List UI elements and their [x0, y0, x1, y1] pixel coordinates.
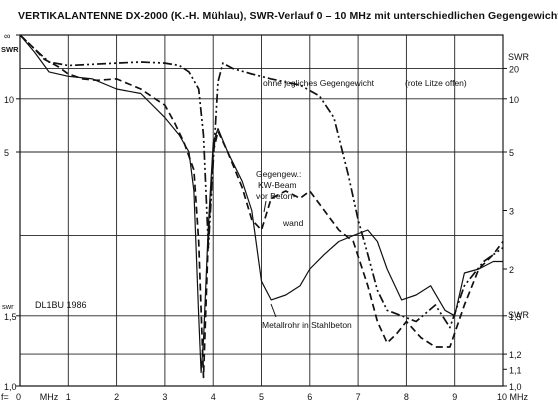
annotation-arrow: [263, 200, 267, 213]
series-line-3: [19, 34, 503, 374]
right-tick-label: 3: [509, 207, 514, 217]
chart-title: VERTIKALANTENNE DX-2000 (K.-H. Mühlau), …: [18, 10, 558, 22]
right-tick-label: 2: [509, 265, 514, 275]
x-tick-label: 9: [452, 392, 457, 402]
annotation-beam-counterpoise-line: KW-Beam: [258, 180, 297, 190]
right-tick-label: 1,5: [509, 312, 522, 322]
left-axis-label: SWR: [1, 45, 19, 54]
series-line-1: [19, 34, 504, 329]
left-axis-label-bottom: swr: [2, 302, 14, 311]
x-tick-label: 7: [356, 392, 361, 402]
annotation-author: DL1BU 1986: [35, 300, 87, 310]
x-tick-label: MHz: [40, 392, 59, 402]
x-tick-label: 1: [66, 392, 71, 402]
right-tick-label: 20: [509, 64, 519, 74]
left-tick-label: 5: [4, 148, 9, 158]
x-tick-label: 8: [404, 392, 409, 402]
right-tick-label: 1,2: [509, 350, 522, 360]
right-axis-label: SWR: [508, 52, 529, 62]
annotation-metal-pipe: Metallrohr in Stahlbeton: [262, 320, 352, 330]
x-tick-label: 0: [16, 392, 21, 402]
left-tick-label: ∞: [4, 31, 10, 41]
x-tick-label: 3: [162, 392, 167, 402]
x-tick-label: 10 MHz: [497, 392, 529, 402]
x-tick-label: 4: [211, 392, 216, 402]
annotation-beam-counterpoise-line: wand: [282, 218, 304, 228]
right-tick-label: 5: [509, 148, 514, 158]
left-tick-label: 1,0: [4, 382, 17, 392]
left-tick-label: 1,5: [4, 312, 17, 322]
right-tick-label: 10: [509, 95, 519, 105]
right-axis-label-bottom: SWR: [508, 310, 529, 320]
annotation-red-wire-open: (rote Litze offen): [405, 78, 467, 88]
right-tick-label: 1,0: [509, 382, 522, 392]
left-tick-label: 10: [4, 95, 14, 105]
x-tick-label: 2: [114, 392, 119, 402]
x-tick-label: 6: [307, 392, 312, 402]
x-axis-prefix: f=: [1, 392, 9, 402]
annotation-arrow: [270, 303, 277, 318]
series-line-2: [19, 34, 504, 379]
annotation-beam-counterpoise-line: Gegengew.:: [256, 169, 301, 179]
annotation-beam-counterpoise-line: vor Beton-: [256, 191, 295, 201]
annotation-no-counterpoise: ohne jegliches Gegengewicht: [263, 78, 375, 88]
x-tick-label: 5: [259, 392, 264, 402]
right-tick-label: 1,1: [509, 365, 522, 375]
